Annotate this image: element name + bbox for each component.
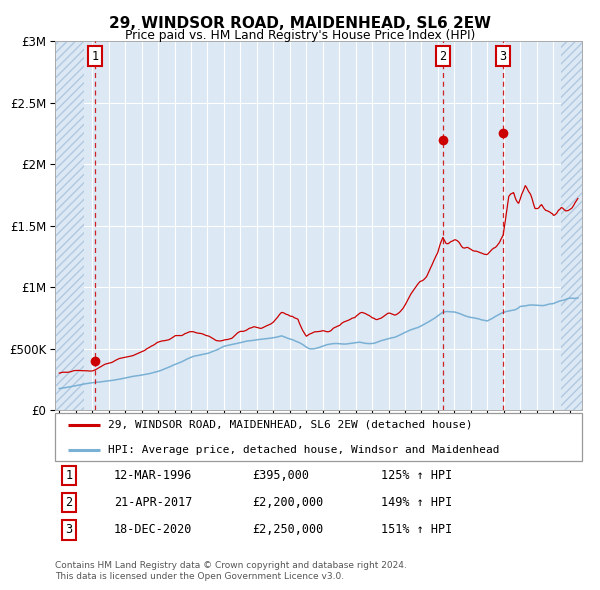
Text: 12-MAR-1996: 12-MAR-1996 bbox=[114, 469, 193, 482]
Text: 125% ↑ HPI: 125% ↑ HPI bbox=[381, 469, 452, 482]
Text: 29, WINDSOR ROAD, MAIDENHEAD, SL6 2EW: 29, WINDSOR ROAD, MAIDENHEAD, SL6 2EW bbox=[109, 16, 491, 31]
Text: 3: 3 bbox=[500, 50, 507, 63]
Text: 29, WINDSOR ROAD, MAIDENHEAD, SL6 2EW (detached house): 29, WINDSOR ROAD, MAIDENHEAD, SL6 2EW (d… bbox=[108, 419, 472, 430]
Text: 21-APR-2017: 21-APR-2017 bbox=[114, 496, 193, 509]
Text: 3: 3 bbox=[65, 523, 73, 536]
Bar bbox=[562, 41, 582, 410]
Text: £2,250,000: £2,250,000 bbox=[252, 523, 323, 536]
Text: 2: 2 bbox=[65, 496, 73, 509]
Text: 1: 1 bbox=[92, 50, 99, 63]
Text: 18-DEC-2020: 18-DEC-2020 bbox=[114, 523, 193, 536]
Text: 1: 1 bbox=[65, 469, 73, 482]
Text: Contains HM Land Registry data © Crown copyright and database right 2024.
This d: Contains HM Land Registry data © Crown c… bbox=[55, 561, 407, 581]
FancyBboxPatch shape bbox=[55, 413, 582, 461]
Text: 149% ↑ HPI: 149% ↑ HPI bbox=[381, 496, 452, 509]
Text: 151% ↑ HPI: 151% ↑ HPI bbox=[381, 523, 452, 536]
Text: 2: 2 bbox=[439, 50, 446, 63]
Text: Price paid vs. HM Land Registry's House Price Index (HPI): Price paid vs. HM Land Registry's House … bbox=[125, 29, 475, 42]
Text: HPI: Average price, detached house, Windsor and Maidenhead: HPI: Average price, detached house, Wind… bbox=[108, 445, 499, 455]
Text: £2,200,000: £2,200,000 bbox=[252, 496, 323, 509]
Text: £395,000: £395,000 bbox=[252, 469, 309, 482]
Bar bbox=[55, 41, 84, 410]
